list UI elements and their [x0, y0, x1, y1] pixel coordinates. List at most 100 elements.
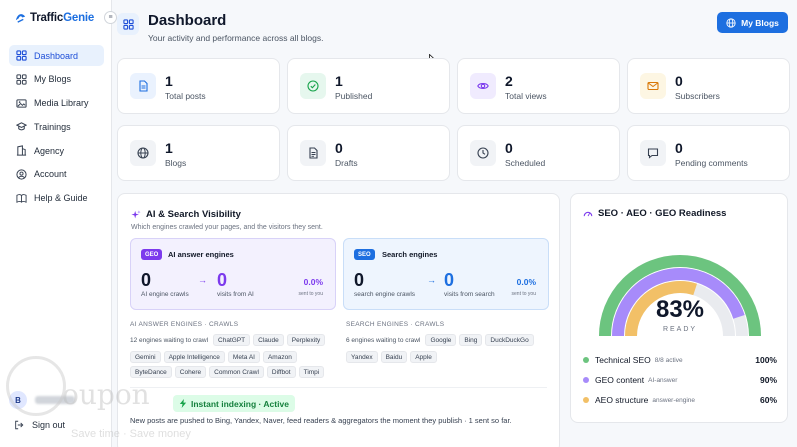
instant-indexing-badge: Instant indexing · Active [173, 395, 295, 412]
engine-chip: Gemini [130, 351, 161, 363]
menu-icon: ≡ [108, 14, 113, 21]
stat-card-blogs[interactable]: 1 Blogs [117, 125, 280, 181]
stat-card-pending-comments[interactable]: 0 Pending comments [627, 125, 790, 181]
sidebar-item-label: Help & Guide [34, 193, 88, 204]
signout-button[interactable]: Sign out [14, 420, 65, 430]
seo-percent: 0.0% [516, 277, 536, 287]
check-circle-icon [300, 73, 326, 99]
avatar: B [9, 391, 27, 409]
seo-crawls-value: 0 [354, 270, 365, 290]
grid-icon [16, 74, 27, 85]
readiness-card: SEO · AEO · GEO Readiness 83% READY Tech… [570, 193, 788, 423]
readiness-row-label: GEO content [595, 375, 645, 385]
engine-chip: Perplexity [286, 334, 326, 346]
geo-crawls-value: 0 [141, 270, 152, 290]
engine-chip: Apple Intelligence [163, 351, 225, 363]
readiness-row-geo-content: GEO content AI-answer 90% [583, 374, 777, 386]
stat-value: 1 [165, 140, 173, 156]
geo-title: AI answer engines [168, 250, 234, 259]
mail-icon [640, 73, 666, 99]
sidebar: TrafficGenie Dashboard My Blogs Media Li… [0, 0, 112, 447]
engine-chip: Bing [459, 334, 483, 346]
ai-waiting-text: 12 engines waiting to crawl [130, 337, 209, 344]
stat-card-subscribers[interactable]: 0 Subscribers [627, 58, 790, 114]
legend-dot [583, 397, 589, 403]
user-profile[interactable]: B [9, 391, 75, 409]
divider [130, 387, 547, 388]
stat-value: 0 [505, 140, 513, 156]
stat-card-total-views[interactable]: 2 Total views [457, 58, 620, 114]
ai-card-title: AI & Search Visibility [131, 209, 241, 220]
sidebar-item-my-blogs[interactable]: My Blogs [9, 69, 104, 90]
stat-card-published[interactable]: 1 Published [287, 58, 450, 114]
stat-label: Total views [505, 91, 547, 101]
engine-chip: ByteDance [130, 366, 172, 378]
engine-chip: Meta AI [227, 351, 260, 363]
brand-name-part1: Traffic [30, 11, 64, 24]
sidebar-item-account[interactable]: Account [9, 164, 104, 185]
clock-icon [470, 140, 496, 166]
readiness-caption: READY [662, 326, 698, 333]
stat-card-scheduled[interactable]: 0 Scheduled [457, 125, 620, 181]
stat-value: 0 [675, 73, 683, 89]
readiness-row-label: Technical SEO [595, 355, 651, 365]
readiness-row-percent: 100% [755, 355, 777, 365]
sidebar-item-help-guide[interactable]: Help & Guide [9, 188, 104, 209]
engine-chip: Diffbot [266, 366, 296, 378]
engine-chip: Baidu [380, 351, 408, 363]
stat-card-drafts[interactable]: 0 Drafts [287, 125, 450, 181]
stat-value: 1 [335, 73, 343, 89]
sidebar-item-label: My Blogs [34, 74, 72, 85]
graduation-cap-icon [16, 121, 27, 132]
eye-icon [470, 73, 496, 99]
sidebar-item-label: Account [34, 169, 67, 180]
geo-badge: GEO [141, 249, 163, 260]
ai-search-visibility-card: AI & Search Visibility Which engines cra… [117, 193, 560, 447]
stat-label: Total posts [165, 91, 206, 101]
logout-icon [15, 420, 24, 430]
search-waiting-text: 6 engines waiting to crawl [346, 337, 421, 344]
ai-engine-chips: 12 engines waiting to crawl ChatGPT Claud… [130, 334, 336, 378]
my-blogs-button[interactable]: My Blogs [717, 12, 788, 33]
stat-value: 0 [675, 140, 683, 156]
readiness-title: SEO · AEO · GEO Readiness [583, 208, 726, 219]
engine-chip: Timpi [298, 366, 325, 378]
stat-card-total-posts[interactable]: 1 Total posts [117, 58, 280, 114]
search-crawls-heading: SEARCH ENGINES · CRAWLS [346, 321, 445, 328]
engine-chip: Amazon [262, 351, 297, 363]
arrow-right-icon: → [427, 275, 436, 285]
sidebar-nav: Dashboard My Blogs Media Library Trainin… [9, 45, 104, 212]
sidebar-item-label: Agency [34, 145, 65, 156]
gauge-icon [583, 211, 593, 216]
instant-indexing-description: New posts are pushed to Bing, Yandex, Na… [130, 416, 512, 425]
seo-percent-label: sent to you [511, 291, 536, 297]
sidebar-item-agency[interactable]: Agency [9, 140, 104, 161]
readiness-gauge [599, 255, 761, 337]
collapse-sidebar-button[interactable]: ≡ [104, 11, 117, 24]
draft-icon [300, 140, 326, 166]
comment-icon [640, 140, 666, 166]
sidebar-item-label: Dashboard [34, 50, 79, 61]
readiness-row-sub: 8/8 active [654, 356, 683, 364]
readiness-row-label: AEO structure [595, 395, 649, 405]
engine-chip: DuckDuckGo [485, 334, 534, 346]
user-name-blurred [35, 396, 75, 404]
sidebar-item-trainings[interactable]: Trainings [9, 116, 104, 137]
ai-card-title-text: AI & Search Visibility [146, 209, 241, 220]
readiness-row-aeo-structure: AEO structure answer-engine 60% [583, 394, 777, 406]
lightning-icon [179, 399, 187, 408]
geo-crawls-label: AI engine crawls [141, 291, 189, 298]
sidebar-item-media-library[interactable]: Media Library [9, 93, 104, 114]
sidebar-item-dashboard[interactable]: Dashboard [9, 45, 104, 66]
legend-dot [583, 377, 589, 383]
gauge-arc-technical-seo [599, 255, 761, 337]
engine-chip: ChatGPT [213, 334, 251, 346]
brand-logo[interactable]: TrafficGenie [14, 11, 94, 24]
page-title: Dashboard [148, 12, 227, 29]
user-icon [16, 169, 27, 180]
stat-label: Pending comments [675, 158, 748, 168]
globe-icon [726, 17, 736, 28]
readiness-row-technical-seo: Technical SEO 8/8 active 100% [583, 354, 777, 366]
geo-percent: 0.0% [303, 277, 323, 287]
